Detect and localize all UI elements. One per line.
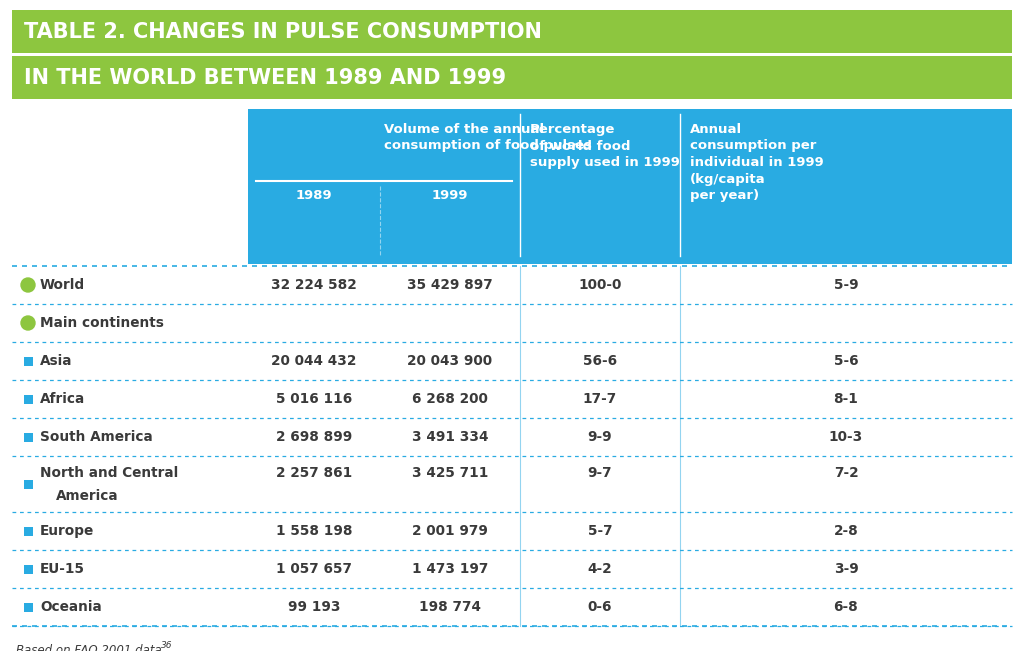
Text: 7-2: 7-2 (834, 466, 858, 480)
FancyBboxPatch shape (24, 527, 33, 536)
Text: Annual
consumption per
individual in 1999
(kg/capita
per year): Annual consumption per individual in 199… (690, 123, 823, 202)
FancyBboxPatch shape (24, 357, 33, 365)
Circle shape (22, 316, 35, 330)
Text: 2 257 861: 2 257 861 (275, 466, 352, 480)
Text: 1 558 198: 1 558 198 (275, 524, 352, 538)
Text: 9-7: 9-7 (588, 466, 612, 480)
Text: 35 429 897: 35 429 897 (408, 278, 493, 292)
Text: 5 016 116: 5 016 116 (275, 392, 352, 406)
FancyBboxPatch shape (24, 395, 33, 404)
Text: Based on FAO 2001 data.: Based on FAO 2001 data. (16, 644, 166, 651)
FancyBboxPatch shape (12, 10, 1012, 53)
Text: 1 057 657: 1 057 657 (276, 562, 352, 576)
Text: 6 268 200: 6 268 200 (412, 392, 488, 406)
Text: Europe: Europe (40, 524, 94, 538)
Text: 2-8: 2-8 (834, 524, 858, 538)
FancyBboxPatch shape (12, 266, 1012, 304)
FancyBboxPatch shape (24, 480, 33, 488)
Text: 4-2: 4-2 (588, 562, 612, 576)
Text: 3-9: 3-9 (834, 562, 858, 576)
FancyBboxPatch shape (12, 418, 1012, 456)
Text: 20 043 900: 20 043 900 (408, 354, 493, 368)
Text: TABLE 2. CHANGES IN PULSE CONSUMPTION: TABLE 2. CHANGES IN PULSE CONSUMPTION (24, 21, 542, 42)
Text: 6-8: 6-8 (834, 600, 858, 614)
Text: Asia: Asia (40, 354, 73, 368)
Text: 3 425 711: 3 425 711 (412, 466, 488, 480)
Text: 8-1: 8-1 (834, 392, 858, 406)
FancyBboxPatch shape (12, 588, 1012, 626)
FancyBboxPatch shape (12, 342, 1012, 380)
Text: South America: South America (40, 430, 153, 444)
Text: 3 491 334: 3 491 334 (412, 430, 488, 444)
Text: North and Central: North and Central (40, 466, 178, 480)
Text: 198 774: 198 774 (419, 600, 481, 614)
Text: 5-9: 5-9 (834, 278, 858, 292)
FancyBboxPatch shape (12, 380, 1012, 418)
Text: 10-3: 10-3 (828, 430, 863, 444)
Text: 1989: 1989 (296, 189, 333, 202)
Text: 36: 36 (161, 641, 172, 650)
FancyBboxPatch shape (12, 456, 1012, 512)
FancyBboxPatch shape (12, 512, 1012, 550)
FancyBboxPatch shape (24, 564, 33, 574)
Circle shape (22, 278, 35, 292)
FancyBboxPatch shape (12, 56, 1012, 99)
FancyBboxPatch shape (12, 550, 1012, 588)
Text: 17-7: 17-7 (583, 392, 617, 406)
Text: Percentage
of world food
supply used in 1999: Percentage of world food supply used in … (530, 123, 680, 169)
Text: 2 698 899: 2 698 899 (275, 430, 352, 444)
Text: 1999: 1999 (432, 189, 468, 202)
Text: Africa: Africa (40, 392, 85, 406)
Text: Volume of the annual
consumption of food pulses: Volume of the annual consumption of food… (384, 123, 592, 152)
FancyBboxPatch shape (24, 432, 33, 441)
Text: 2 001 979: 2 001 979 (412, 524, 488, 538)
Text: EU-15: EU-15 (40, 562, 85, 576)
Text: 5-6: 5-6 (834, 354, 858, 368)
FancyBboxPatch shape (24, 602, 33, 611)
Text: 20 044 432: 20 044 432 (271, 354, 356, 368)
Text: 56-6: 56-6 (583, 354, 617, 368)
Text: World: World (40, 278, 85, 292)
Text: 5-7: 5-7 (588, 524, 612, 538)
Text: 100-0: 100-0 (579, 278, 622, 292)
FancyBboxPatch shape (12, 304, 1012, 342)
Text: 32 224 582: 32 224 582 (271, 278, 357, 292)
Text: Main continents: Main continents (40, 316, 164, 330)
FancyBboxPatch shape (248, 109, 1012, 264)
Text: 0-6: 0-6 (588, 600, 612, 614)
Text: 99 193: 99 193 (288, 600, 340, 614)
Text: IN THE WORLD BETWEEN 1989 AND 1999: IN THE WORLD BETWEEN 1989 AND 1999 (24, 68, 506, 87)
Text: 9-9: 9-9 (588, 430, 612, 444)
Text: 1 473 197: 1 473 197 (412, 562, 488, 576)
Text: America: America (56, 490, 119, 503)
Text: Oceania: Oceania (40, 600, 101, 614)
